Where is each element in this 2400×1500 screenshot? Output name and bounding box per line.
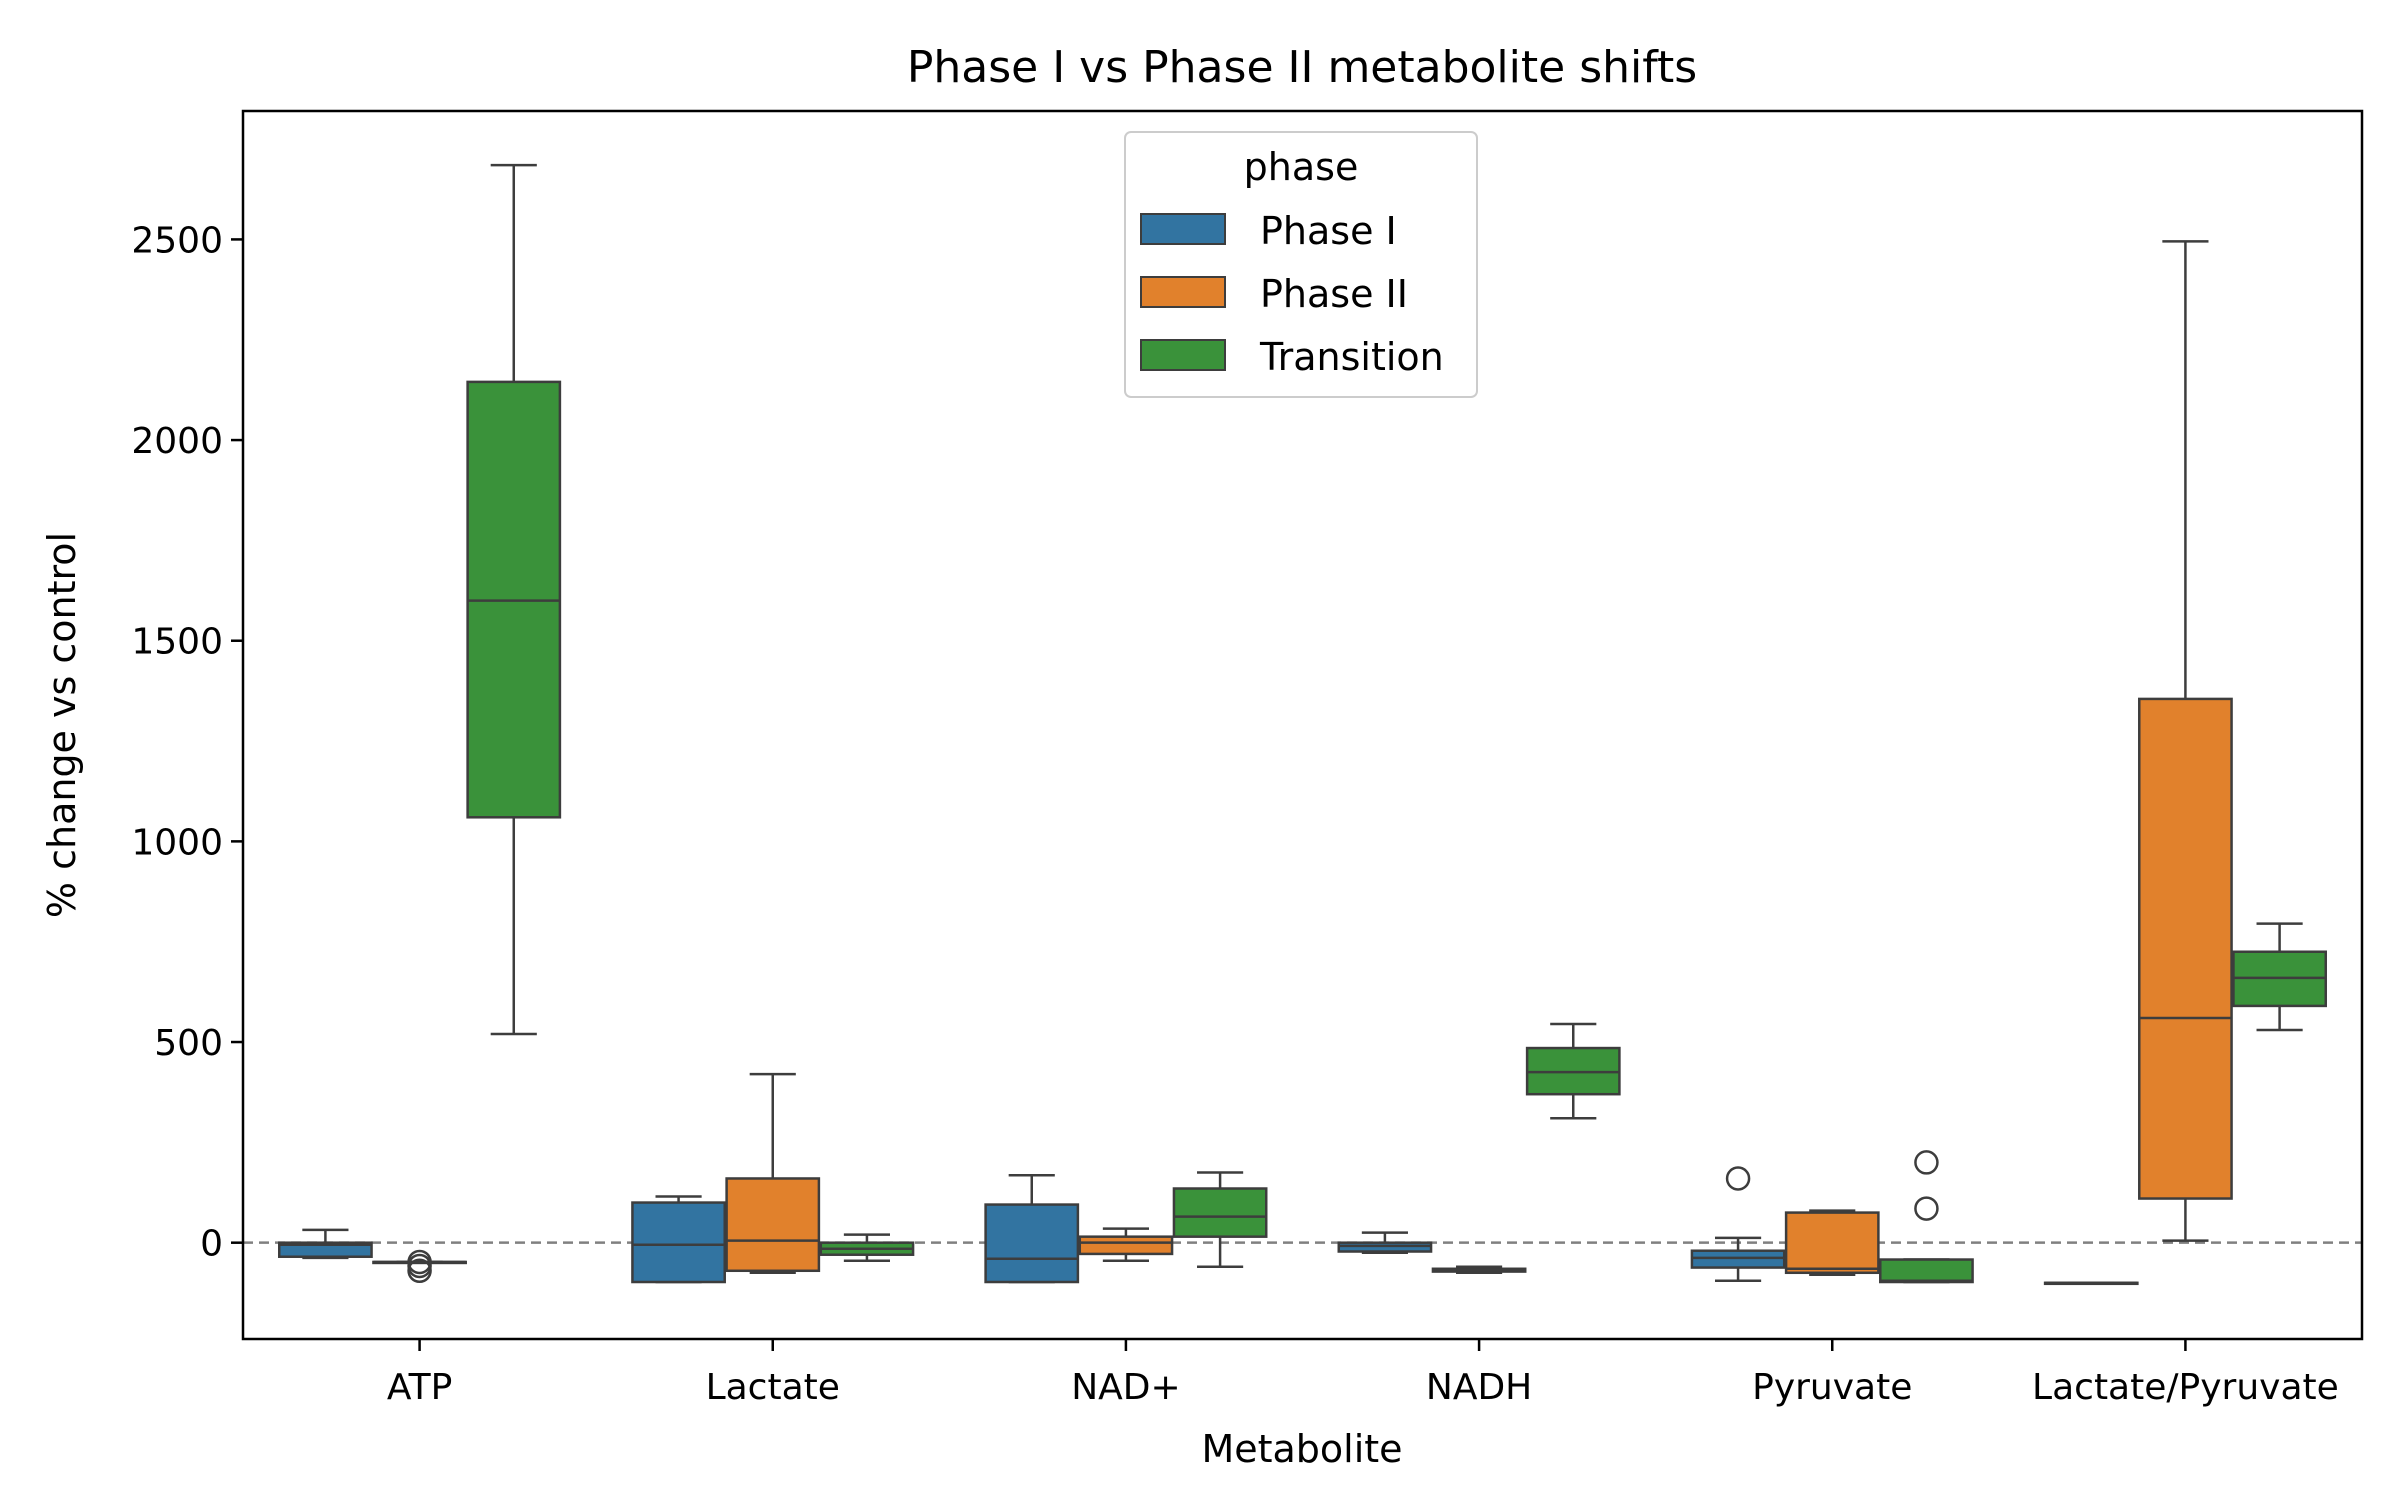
box-phase-ii-pyruvate [1784, 1211, 1880, 1275]
legend-title: phase [1244, 145, 1359, 189]
plot-area: 0 500 1000 1500 2000 2500 ATP Lactate NAD+ NADH Py… [131, 163, 2362, 1408]
chart-title: Phase I vs Phase II metabolite shifts [907, 42, 1697, 93]
box-phase-ii-lactate-pyruvate [2138, 697, 2233, 1200]
y-tick-label-1500: 1500 [131, 622, 223, 663]
legend-frame [1124, 131, 1478, 398]
outlier-phase-i-pyruvate-0 [1725, 1166, 1751, 1191]
x-tick-label-pyruvate: Pyruvate [1752, 1367, 1912, 1408]
y-tick-label-500: 500 [154, 1023, 223, 1064]
outlier-phase-ii-atp-2 [407, 1258, 432, 1284]
outlier-transition-pyruvate-0 [1914, 1196, 1939, 1221]
legend-swatch-transition [1140, 339, 1226, 371]
outlier-transition-pyruvate-1 [1914, 1150, 1939, 1175]
legend: phase Phase I Phase II Transition [1124, 131, 1478, 398]
box-phase-ii-lactate [725, 1177, 821, 1273]
legend-swatch-phase-i [1140, 213, 1226, 245]
y-tick-label-2500: 2500 [131, 220, 223, 261]
legend-swatch-phase-ii [1140, 276, 1226, 308]
legend-label-transition: Transition [1259, 335, 1444, 379]
box-phase-ii-nad [1078, 1235, 1174, 1256]
x-tick-label-atp: ATP [387, 1367, 453, 1408]
y-axis-label: % change vs control [40, 532, 84, 918]
box-phase-i-lactate [631, 1201, 726, 1284]
y-tick-label-0: 0 [200, 1224, 223, 1265]
plot-frame [241, 109, 2364, 1341]
x-tick-label-lactate-pyruvate: Lactate/Pyruvate [2032, 1367, 2339, 1408]
legend-label-phase-ii: Phase II [1260, 272, 1408, 316]
box-transition-pyruvate [1879, 1258, 1974, 1284]
x-tick-label-nad: NAD+ [1071, 1367, 1180, 1408]
legend-label-phase-i: Phase I [1260, 209, 1397, 253]
y-tick-label-2000: 2000 [131, 421, 223, 462]
x-axis-label: Metabolite [1201, 1427, 1402, 1471]
box-phase-i-nad [984, 1203, 1080, 1284]
box-transition-nad [1172, 1187, 1268, 1238]
y-tick-label-1000: 1000 [131, 822, 223, 863]
x-tick-label-lactate: Lactate [706, 1367, 840, 1408]
box-phase-i-atp [278, 1241, 373, 1258]
x-tick-label-nadh: NADH [1426, 1367, 1532, 1408]
